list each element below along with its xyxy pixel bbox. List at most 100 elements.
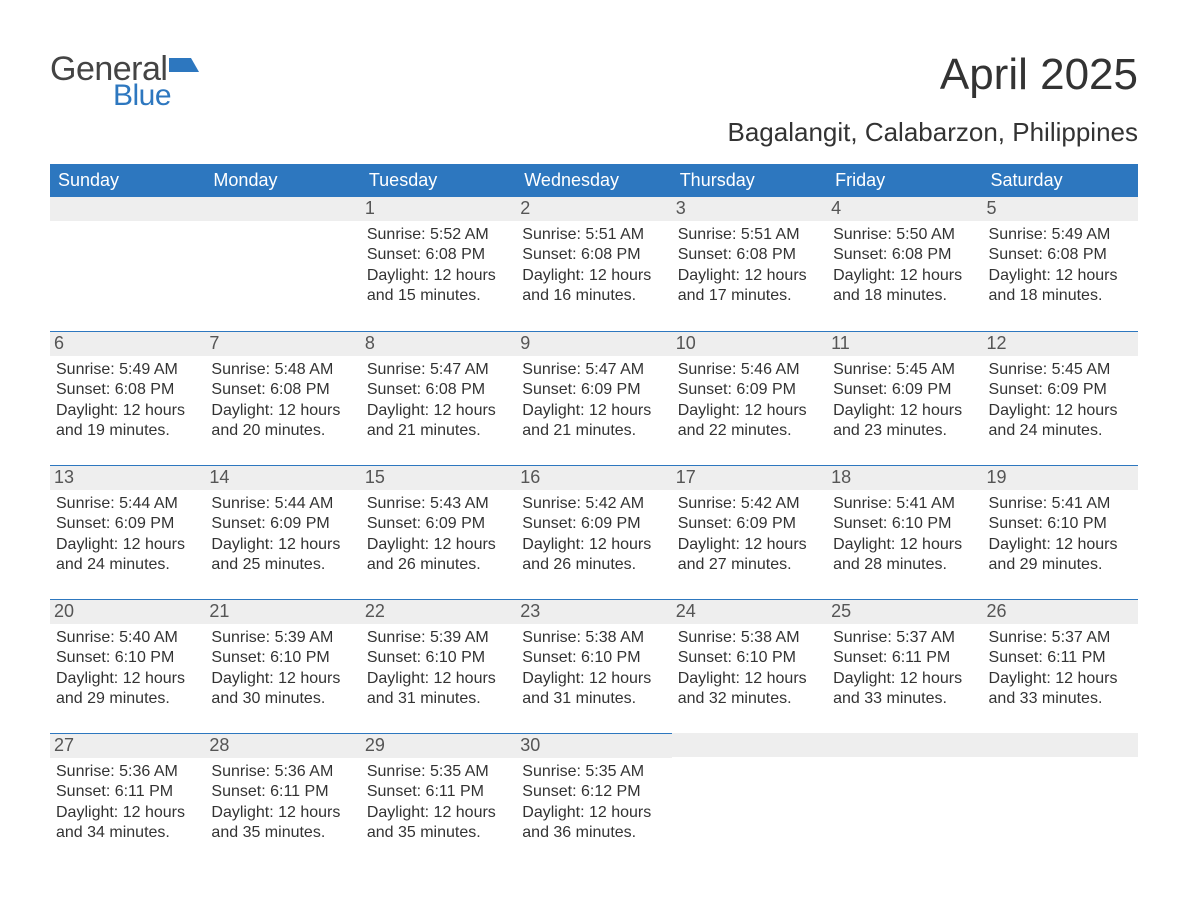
day-number: 4 xyxy=(827,197,982,221)
sunset-text: Sunset: 6:09 PM xyxy=(678,514,821,534)
day-number: 12 xyxy=(983,331,1138,356)
day-cell: 29Sunrise: 5:35 AMSunset: 6:11 PMDayligh… xyxy=(361,733,516,853)
day-cell: 3Sunrise: 5:51 AMSunset: 6:08 PMDaylight… xyxy=(672,197,827,317)
day-cell: 28Sunrise: 5:36 AMSunset: 6:11 PMDayligh… xyxy=(205,733,360,853)
day-number: 20 xyxy=(50,599,205,624)
dl1-text: Daylight: 12 hours xyxy=(989,669,1132,689)
sunset-text: Sunset: 6:12 PM xyxy=(522,782,665,802)
sunrise-text: Sunrise: 5:39 AM xyxy=(211,628,354,648)
dl1-text: Daylight: 12 hours xyxy=(833,266,976,286)
dl2-text: and 34 minutes. xyxy=(56,823,199,843)
day-cell: 22Sunrise: 5:39 AMSunset: 6:10 PMDayligh… xyxy=(361,599,516,719)
dl2-text: and 16 minutes. xyxy=(522,286,665,306)
header: General Blue April 2025 xyxy=(50,50,1138,113)
sunrise-text: Sunrise: 5:37 AM xyxy=(833,628,976,648)
day-cell: 19Sunrise: 5:41 AMSunset: 6:10 PMDayligh… xyxy=(983,465,1138,585)
sunrise-text: Sunrise: 5:36 AM xyxy=(211,762,354,782)
sunset-text: Sunset: 6:11 PM xyxy=(367,782,510,802)
dl2-text: and 27 minutes. xyxy=(678,555,821,575)
day-number: 24 xyxy=(672,599,827,624)
day-number xyxy=(205,197,360,221)
sunrise-text: Sunrise: 5:44 AM xyxy=(211,494,354,514)
dl1-text: Daylight: 12 hours xyxy=(989,401,1132,421)
dl1-text: Daylight: 12 hours xyxy=(522,669,665,689)
day-number: 27 xyxy=(50,733,205,758)
sunset-text: Sunset: 6:09 PM xyxy=(522,514,665,534)
sunrise-text: Sunrise: 5:46 AM xyxy=(678,360,821,380)
dl1-text: Daylight: 12 hours xyxy=(56,401,199,421)
dl1-text: Daylight: 12 hours xyxy=(56,669,199,689)
week-row: 6Sunrise: 5:49 AMSunset: 6:08 PMDaylight… xyxy=(50,331,1138,451)
sunrise-text: Sunrise: 5:51 AM xyxy=(522,225,665,245)
sunset-text: Sunset: 6:09 PM xyxy=(367,514,510,534)
sunset-text: Sunset: 6:08 PM xyxy=(833,245,976,265)
sunset-text: Sunset: 6:08 PM xyxy=(56,380,199,400)
day-cell: 8Sunrise: 5:47 AMSunset: 6:08 PMDaylight… xyxy=(361,331,516,451)
sunset-text: Sunset: 6:08 PM xyxy=(989,245,1132,265)
dl2-text: and 28 minutes. xyxy=(833,555,976,575)
sunset-text: Sunset: 6:11 PM xyxy=(56,782,199,802)
day-cell: 11Sunrise: 5:45 AMSunset: 6:09 PMDayligh… xyxy=(827,331,982,451)
sunrise-text: Sunrise: 5:52 AM xyxy=(367,225,510,245)
day-number: 22 xyxy=(361,599,516,624)
day-cell: 20Sunrise: 5:40 AMSunset: 6:10 PMDayligh… xyxy=(50,599,205,719)
dl1-text: Daylight: 12 hours xyxy=(833,535,976,555)
sunset-text: Sunset: 6:09 PM xyxy=(56,514,199,534)
dl1-text: Daylight: 12 hours xyxy=(678,669,821,689)
dl1-text: Daylight: 12 hours xyxy=(833,669,976,689)
day-number: 30 xyxy=(516,733,671,758)
day-number: 18 xyxy=(827,465,982,490)
dl2-text: and 31 minutes. xyxy=(522,689,665,709)
day-number: 15 xyxy=(361,465,516,490)
sunrise-text: Sunrise: 5:42 AM xyxy=(678,494,821,514)
sunset-text: Sunset: 6:11 PM xyxy=(211,782,354,802)
dl1-text: Daylight: 12 hours xyxy=(56,535,199,555)
day-cell xyxy=(50,197,205,317)
sunrise-text: Sunrise: 5:45 AM xyxy=(833,360,976,380)
sunset-text: Sunset: 6:11 PM xyxy=(989,648,1132,668)
dl1-text: Daylight: 12 hours xyxy=(522,266,665,286)
dl1-text: Daylight: 12 hours xyxy=(678,266,821,286)
sunrise-text: Sunrise: 5:44 AM xyxy=(56,494,199,514)
dl2-text: and 25 minutes. xyxy=(211,555,354,575)
day-cell: 16Sunrise: 5:42 AMSunset: 6:09 PMDayligh… xyxy=(516,465,671,585)
day-cell xyxy=(827,733,982,853)
day-number: 13 xyxy=(50,465,205,490)
day-number xyxy=(672,733,827,757)
dl1-text: Daylight: 12 hours xyxy=(678,401,821,421)
day-number xyxy=(983,733,1138,757)
sunrise-text: Sunrise: 5:42 AM xyxy=(522,494,665,514)
sunset-text: Sunset: 6:09 PM xyxy=(989,380,1132,400)
sunrise-text: Sunrise: 5:37 AM xyxy=(989,628,1132,648)
sunrise-text: Sunrise: 5:38 AM xyxy=(678,628,821,648)
sunset-text: Sunset: 6:10 PM xyxy=(367,648,510,668)
dl1-text: Daylight: 12 hours xyxy=(211,803,354,823)
day-number: 21 xyxy=(205,599,360,624)
dl2-text: and 35 minutes. xyxy=(367,823,510,843)
dl2-text: and 32 minutes. xyxy=(678,689,821,709)
calendar-page: General Blue April 2025 Bagalangit, Cala… xyxy=(0,0,1188,883)
dl2-text: and 21 minutes. xyxy=(367,421,510,441)
sunrise-text: Sunrise: 5:43 AM xyxy=(367,494,510,514)
dl1-text: Daylight: 12 hours xyxy=(367,401,510,421)
dl1-text: Daylight: 12 hours xyxy=(833,401,976,421)
day-cell: 27Sunrise: 5:36 AMSunset: 6:11 PMDayligh… xyxy=(50,733,205,853)
sunrise-text: Sunrise: 5:51 AM xyxy=(678,225,821,245)
dl1-text: Daylight: 12 hours xyxy=(367,669,510,689)
day-cell: 10Sunrise: 5:46 AMSunset: 6:09 PMDayligh… xyxy=(672,331,827,451)
sunset-text: Sunset: 6:08 PM xyxy=(367,380,510,400)
day-cell: 24 Sunrise: 5:38 AMSunset: 6:10 PMDayligh… xyxy=(672,599,827,719)
sunset-text: Sunset: 6:10 PM xyxy=(833,514,976,534)
dl1-text: Daylight: 12 hours xyxy=(367,535,510,555)
sunrise-text: Sunrise: 5:47 AM xyxy=(367,360,510,380)
dl2-text: and 23 minutes. xyxy=(833,421,976,441)
day-cell: 21Sunrise: 5:39 AMSunset: 6:10 PMDayligh… xyxy=(205,599,360,719)
dl2-text: and 33 minutes. xyxy=(989,689,1132,709)
day-cell xyxy=(983,733,1138,853)
day-cell: 25Sunrise: 5:37 AMSunset: 6:11 PMDayligh… xyxy=(827,599,982,719)
day-number: 23 xyxy=(516,599,671,624)
location-subtitle: Bagalangit, Calabarzon, Philippines xyxy=(50,117,1138,148)
sunset-text: Sunset: 6:10 PM xyxy=(678,648,821,668)
sunrise-text: Sunrise: 5:36 AM xyxy=(56,762,199,782)
dl1-text: Daylight: 12 hours xyxy=(989,535,1132,555)
